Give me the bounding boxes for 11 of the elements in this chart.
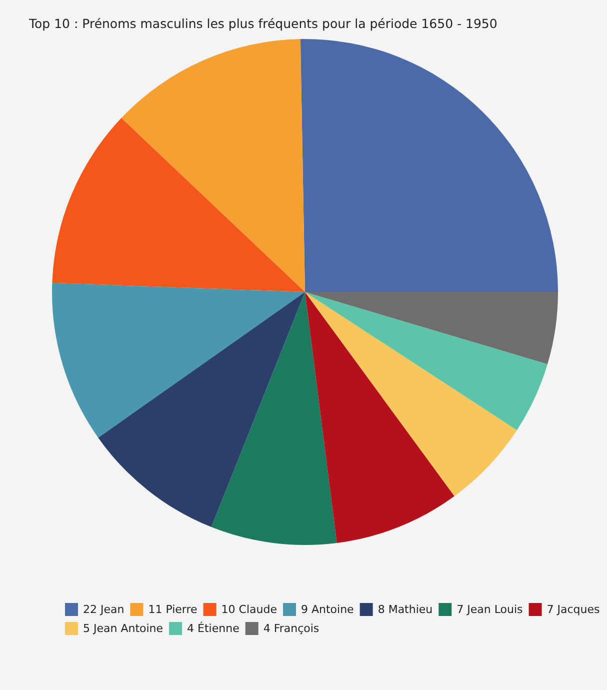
chart-title: Top 10 : Prénoms masculins les plus fréquents pour la période 1650 - 1950	[28, 16, 498, 31]
legend-label: 7 Jean Louis	[456, 603, 524, 616]
legend-label: 11 Pierre	[148, 603, 198, 616]
legend-label: 4 Étienne	[187, 621, 240, 635]
legend-label: 4 François	[263, 622, 320, 635]
legend-label: 10 Claude	[221, 603, 278, 616]
legend-label: 7 Jacques	[546, 603, 600, 616]
legend-label: 8 Mathieu	[378, 603, 433, 616]
legend-label: 22 Jean	[83, 603, 124, 616]
legend-label: 9 Antoine	[300, 603, 354, 616]
legend-label: 5 Jean Antoine	[83, 622, 164, 635]
